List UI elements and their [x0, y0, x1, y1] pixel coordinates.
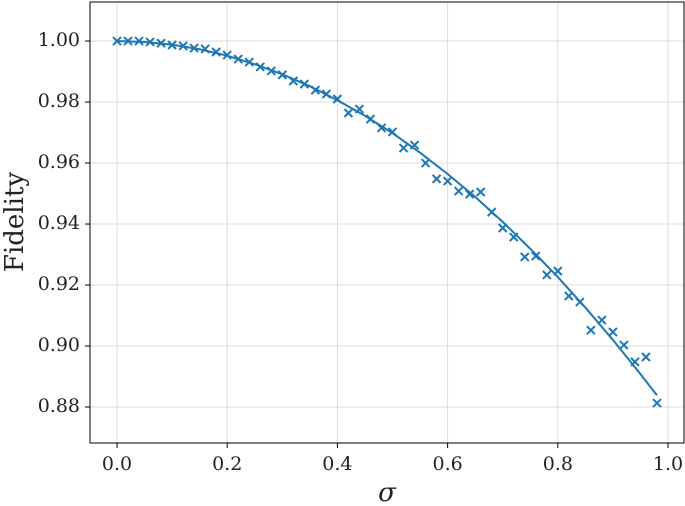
- y-tick-label: 1.00: [38, 29, 80, 51]
- fit-line: [116, 40, 658, 397]
- y-tick-label: 0.96: [38, 151, 80, 173]
- data-point: [608, 327, 618, 337]
- data-point: [542, 270, 552, 280]
- x-tick-label: 0.8: [543, 453, 573, 475]
- plot-frame: [89, 1, 685, 444]
- y-tick-label: 0.92: [38, 273, 80, 295]
- x-tick-label: 0.2: [212, 453, 242, 475]
- data-point: [442, 176, 453, 186]
- x-tick-label: 0.4: [322, 453, 352, 475]
- y-tick-label: 0.90: [38, 334, 80, 356]
- data-point: [464, 189, 475, 199]
- data-point: [652, 398, 662, 408]
- y-axis-label: Fidelity: [0, 172, 30, 272]
- x-tick-label: 0.0: [102, 453, 132, 475]
- x-tick-label: 0.6: [433, 453, 463, 475]
- y-tick-label: 0.88: [38, 395, 80, 417]
- data-point: [398, 143, 409, 153]
- x-axis-label: σ: [378, 478, 397, 506]
- y-tick-label: 0.94: [38, 212, 80, 234]
- data-point: [619, 340, 629, 350]
- data-point: [453, 186, 464, 196]
- y-tick-label: 0.98: [38, 90, 80, 112]
- data-point: [420, 158, 431, 168]
- data-point: [343, 108, 354, 118]
- data-point: [641, 352, 651, 362]
- data-point: [112, 36, 122, 46]
- data-point: [520, 252, 530, 262]
- data-point: [586, 325, 596, 335]
- data-point: [531, 251, 541, 261]
- data-point: [431, 174, 442, 184]
- data-point: [475, 187, 486, 197]
- x-tick-label: 1.0: [653, 453, 683, 475]
